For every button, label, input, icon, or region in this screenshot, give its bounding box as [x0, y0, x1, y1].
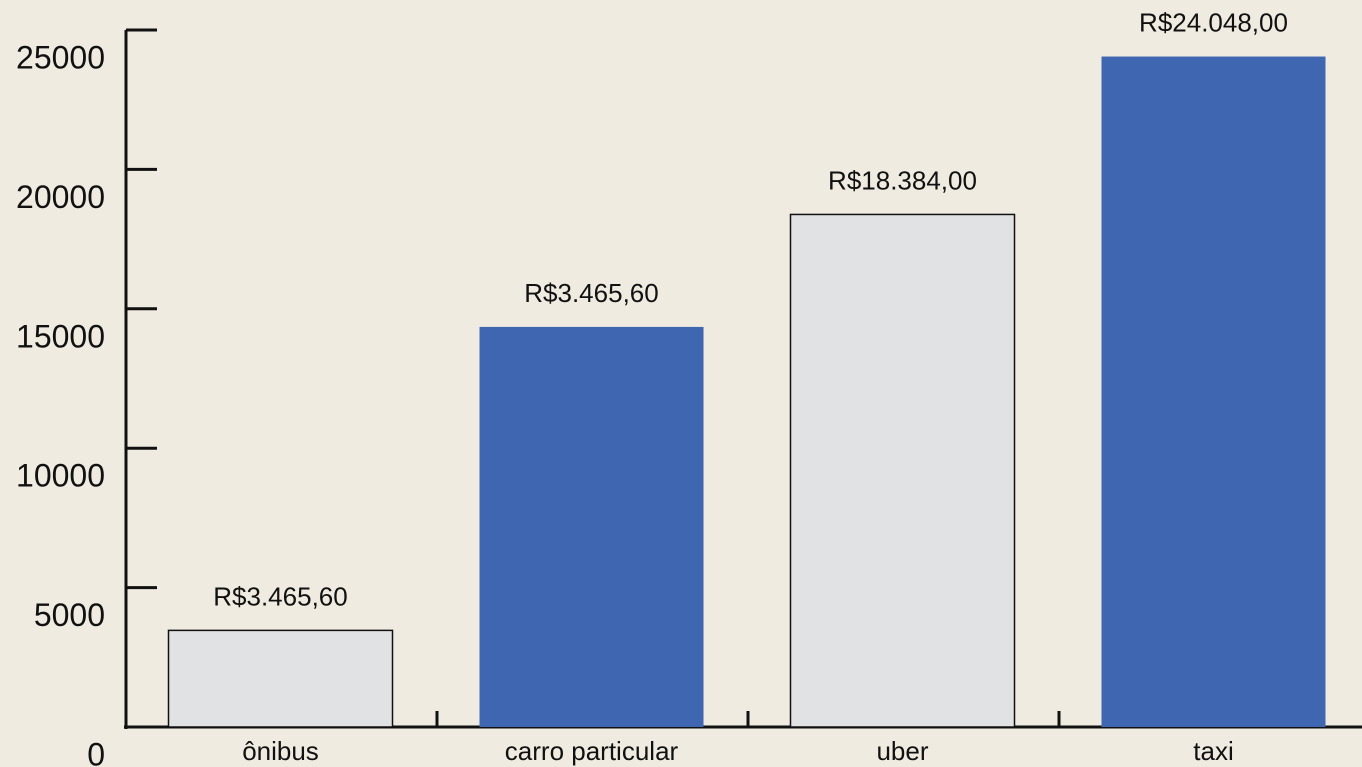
y-tick-label: 0	[87, 736, 105, 767]
y-tick-label: 20000	[16, 179, 105, 215]
bar-label: R$3.465,60	[213, 581, 347, 611]
x-tick-label: ônibus	[242, 736, 319, 766]
bar-label: R$18.384,00	[828, 165, 977, 195]
y-tick-label: 25000	[16, 39, 105, 75]
bar	[789, 213, 1016, 728]
x-tick-label: uber	[876, 736, 928, 766]
bar-label: R$24.048,00	[1139, 7, 1288, 37]
bar	[479, 326, 704, 727]
y-tick-label: 5000	[34, 597, 105, 633]
y-tick-label: 10000	[16, 458, 105, 494]
bar-label: R$3.465,60	[524, 278, 658, 308]
bar	[167, 629, 394, 728]
bar	[1101, 56, 1326, 728]
y-tick-label: 15000	[16, 318, 105, 354]
x-tick-label: taxi	[1193, 736, 1233, 766]
x-tick-label: carro particular	[505, 736, 679, 766]
